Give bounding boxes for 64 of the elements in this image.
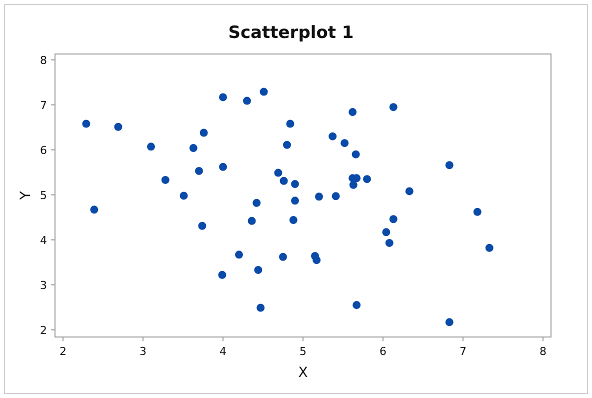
point: [352, 301, 361, 310]
point: [405, 187, 414, 196]
point: [352, 150, 360, 158]
x-axis-title: X: [298, 365, 308, 381]
x-tick-label: 4: [220, 345, 226, 358]
y-tick-label: 4: [40, 234, 47, 247]
y-tick-label: 2: [40, 324, 47, 337]
point: [315, 192, 323, 201]
point: [235, 250, 243, 259]
point: [219, 162, 227, 171]
y-tick-label: 3: [40, 278, 47, 292]
point: [389, 103, 398, 112]
point: [445, 161, 454, 170]
y-tick-label: 5: [40, 188, 47, 202]
point: [349, 180, 358, 189]
point: [161, 176, 170, 184]
point: [218, 270, 226, 279]
x-tick-label: 5: [300, 345, 306, 358]
point: [328, 132, 337, 140]
point: [348, 108, 357, 116]
y-axis-title: Y: [18, 190, 34, 201]
x-tick-label: 3: [140, 345, 146, 358]
point: [219, 93, 227, 102]
point: [82, 120, 90, 128]
y-tick-label: 6: [40, 144, 47, 157]
point: [485, 244, 494, 252]
point: [90, 206, 98, 214]
point: [291, 180, 299, 188]
point: [256, 304, 265, 312]
point: [312, 256, 321, 264]
point: [180, 192, 188, 200]
point: [189, 144, 198, 152]
point: [382, 228, 390, 236]
point: [363, 175, 371, 184]
point: [389, 215, 398, 224]
point: [291, 196, 299, 205]
point: [279, 252, 287, 261]
x-tick-label: 7: [460, 345, 466, 358]
x-tick-label: 2: [60, 345, 66, 358]
point: [248, 216, 256, 225]
point: [283, 140, 291, 149]
point: [274, 168, 282, 177]
point: [286, 120, 294, 128]
point: [198, 222, 206, 230]
point: [340, 139, 349, 148]
point: [289, 216, 298, 224]
point: [147, 142, 155, 151]
point: [195, 166, 203, 175]
point: [243, 96, 251, 105]
y-tick-label: 8: [40, 54, 47, 67]
point: [252, 198, 261, 207]
y-tick-label: 7: [40, 98, 47, 112]
point: [445, 318, 454, 326]
point: [280, 176, 288, 185]
chart-title: Scatterplot 1: [228, 23, 354, 43]
point: [332, 192, 340, 200]
point: [114, 122, 122, 131]
point: [385, 238, 394, 247]
point: [200, 128, 208, 137]
point: [254, 266, 262, 274]
x-tick-label: 8: [540, 345, 546, 358]
point: [260, 88, 268, 96]
point: [473, 208, 482, 216]
x-tick-label: 6: [380, 345, 386, 358]
